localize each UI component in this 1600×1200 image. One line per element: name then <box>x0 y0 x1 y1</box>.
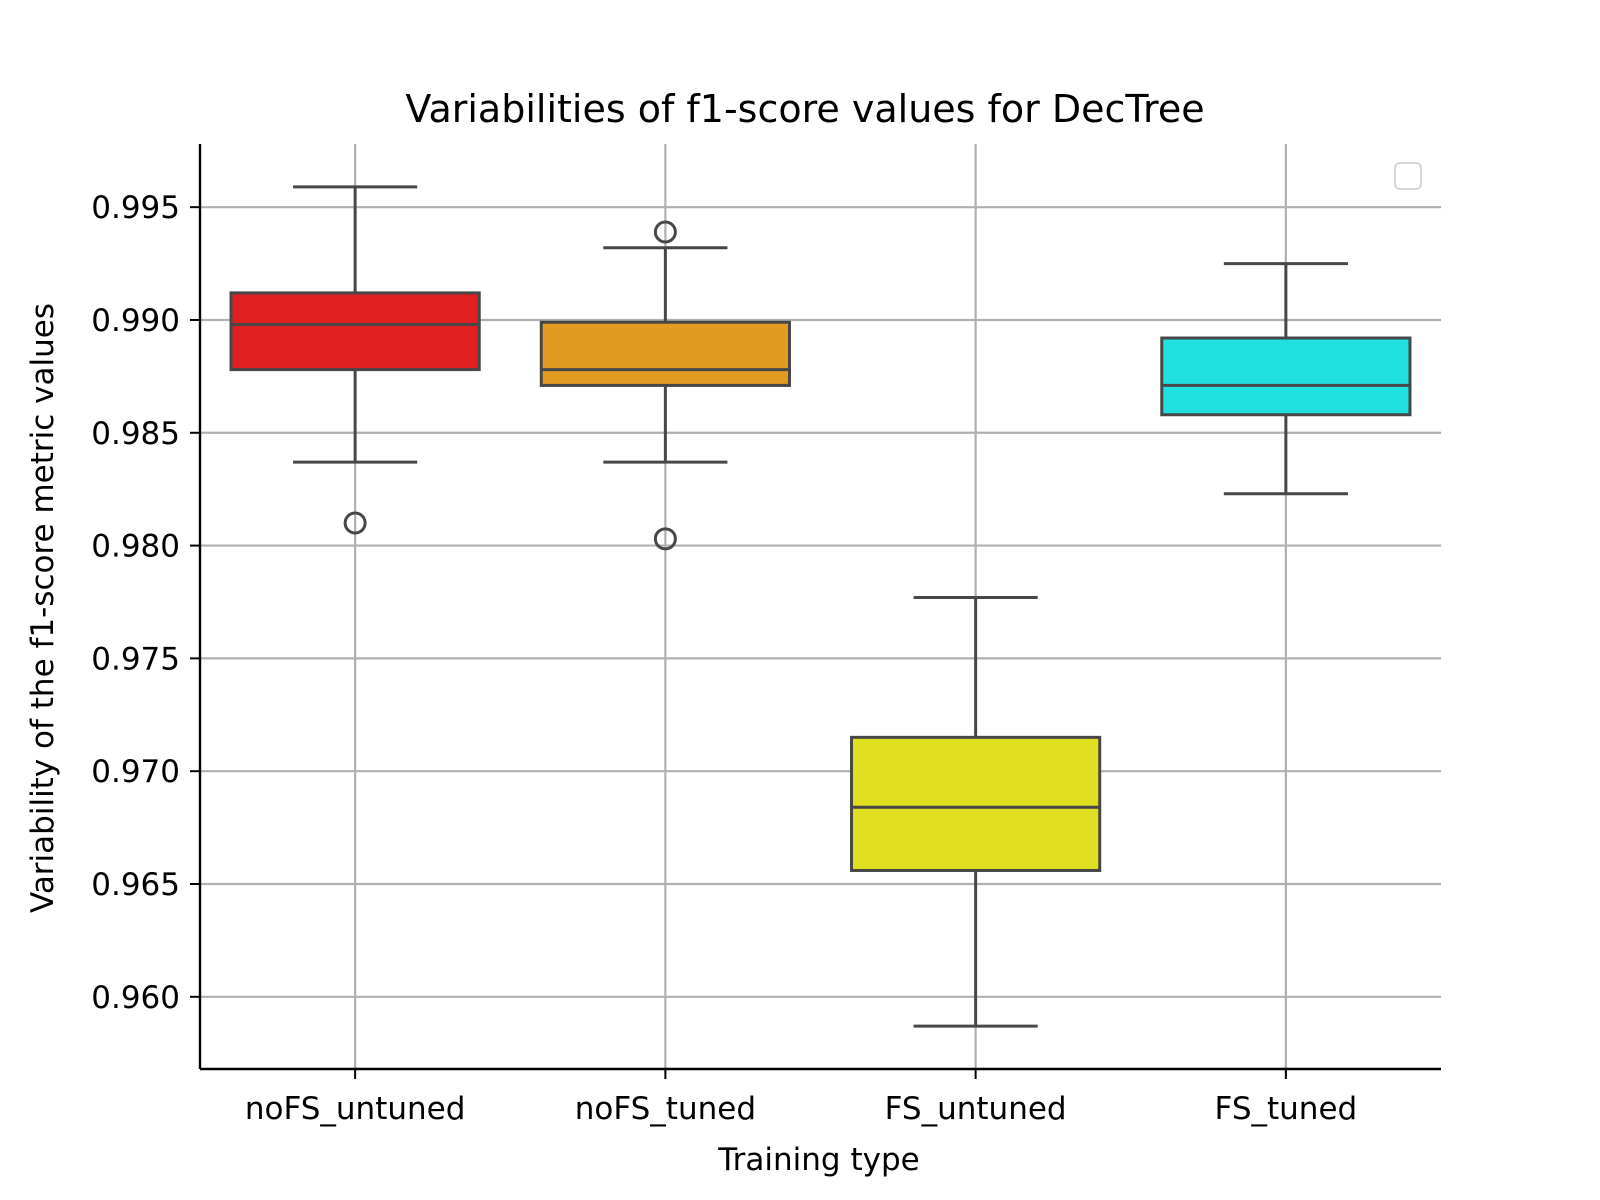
box-group <box>1160 262 1412 496</box>
y-tick-label: 0.970 <box>91 754 180 790</box>
iqr-box <box>1160 336 1412 417</box>
x-tick-label: noFS_tuned <box>575 1091 756 1127</box>
y-tick-labels: 0.960 0.965 0.970 0.975 0.980 0.985 0.990 0.995 <box>91 190 180 1016</box>
box-series <box>229 185 1412 1028</box>
y-tick-label: 0.975 <box>91 641 180 677</box>
y-axis-label: Variability of the f1-score metric value… <box>25 303 61 913</box>
outlier-point <box>343 511 367 535</box>
y-tick-label: 0.990 <box>91 303 180 339</box>
box-group <box>539 220 791 551</box>
grid-lines <box>200 144 1441 1069</box>
x-tick-label: noFS_untuned <box>245 1091 466 1127</box>
iqr-box <box>539 320 791 387</box>
legend-box <box>1394 162 1422 190</box>
x-axis-label: Training type <box>717 1142 919 1178</box>
x-tick-labels: noFS_untuned noFS_tuned FS_untuned FS_tuned <box>245 1091 1357 1127</box>
y-tick-label: 0.980 <box>91 529 180 565</box>
outlier-point <box>653 527 677 551</box>
y-tick-label: 0.985 <box>91 416 180 452</box>
y-tick-label: 0.995 <box>91 190 180 226</box>
y-tick-label: 0.965 <box>91 867 180 903</box>
axes <box>190 144 1441 1079</box>
chart-title: Variabilities of f1-score values for Dec… <box>405 87 1204 131</box>
iqr-box <box>229 291 481 372</box>
outlier-point <box>653 220 677 244</box>
box-group <box>229 185 481 535</box>
iqr-box <box>850 735 1102 872</box>
x-tick-label: FS_untuned <box>885 1091 1067 1127</box>
box-group <box>850 595 1102 1028</box>
y-tick-label: 0.960 <box>91 980 180 1016</box>
x-tick-label: FS_tuned <box>1215 1091 1358 1127</box>
